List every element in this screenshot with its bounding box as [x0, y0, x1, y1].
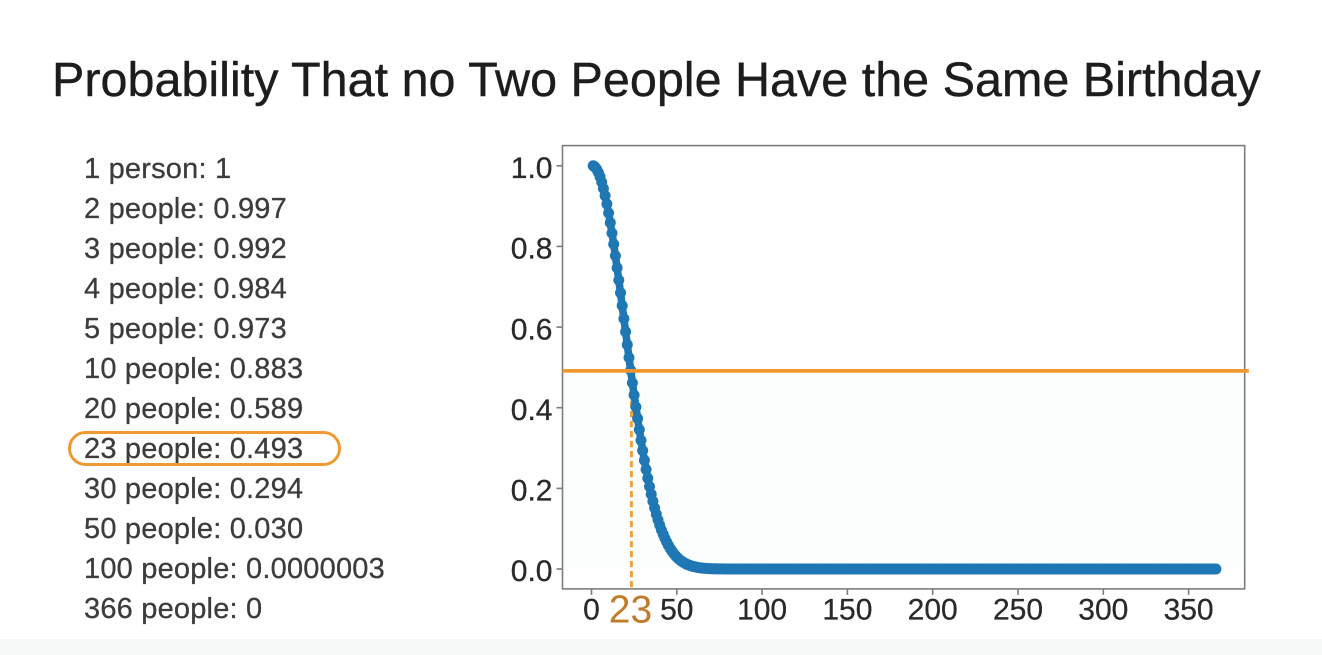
svg-text:0.2: 0.2 — [511, 475, 553, 508]
svg-text:0.6: 0.6 — [511, 313, 553, 346]
svg-text:350: 350 — [1164, 593, 1214, 626]
svg-text:0.8: 0.8 — [511, 233, 553, 266]
svg-text:0: 0 — [583, 593, 600, 626]
svg-text:1.0: 1.0 — [511, 152, 553, 185]
svg-text:23: 23 — [609, 589, 652, 632]
svg-text:200: 200 — [908, 593, 958, 626]
svg-text:300: 300 — [1078, 593, 1128, 626]
svg-text:150: 150 — [822, 593, 872, 626]
svg-text:0.0: 0.0 — [511, 555, 553, 588]
svg-text:50: 50 — [660, 593, 693, 626]
svg-text:100: 100 — [737, 593, 787, 626]
svg-text:250: 250 — [993, 593, 1043, 626]
svg-text:0.4: 0.4 — [511, 394, 553, 427]
